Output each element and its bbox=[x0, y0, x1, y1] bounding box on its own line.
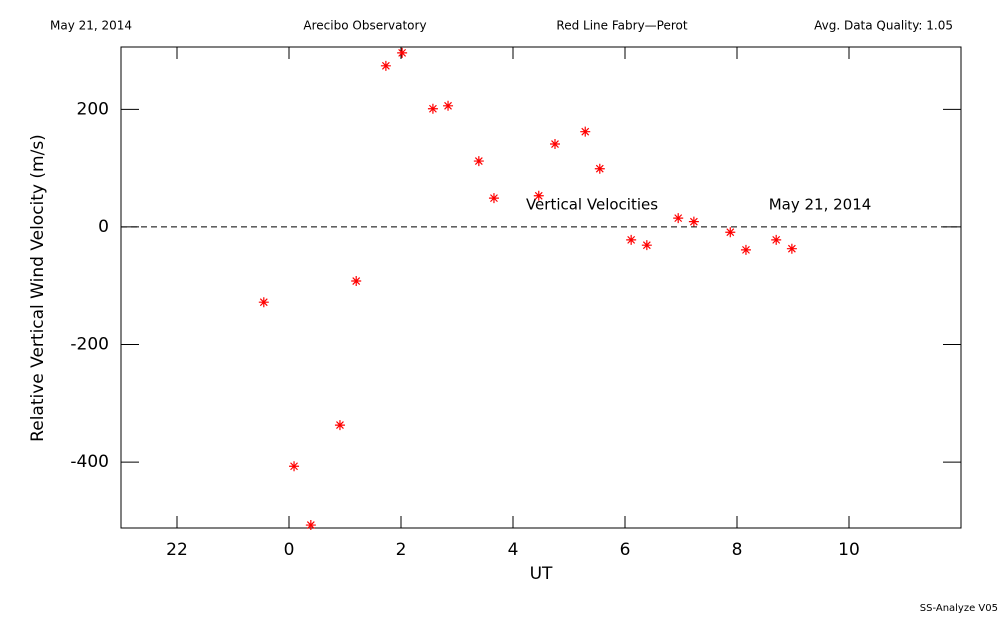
header-instrument: Red Line Fabry—Perot bbox=[556, 19, 687, 33]
data-point bbox=[488, 193, 499, 204]
data-point bbox=[725, 227, 736, 238]
data-point bbox=[740, 244, 751, 255]
data-point bbox=[688, 216, 699, 227]
data-point bbox=[443, 100, 454, 111]
data-point bbox=[641, 240, 652, 251]
y-tick-label: 0 bbox=[98, 217, 109, 237]
data-point bbox=[289, 461, 300, 472]
data-point bbox=[305, 520, 316, 531]
data-point bbox=[533, 190, 544, 201]
x-tick-label: 0 bbox=[284, 540, 295, 560]
header-site: Arecibo Observatory bbox=[303, 19, 426, 33]
data-point bbox=[473, 156, 484, 167]
plot-frame bbox=[120, 46, 962, 529]
y-tick-label: -400 bbox=[70, 452, 109, 472]
header-quality: Avg. Data Quality: 1.05 bbox=[814, 19, 953, 33]
data-point bbox=[397, 47, 408, 58]
y-tick-label: -200 bbox=[70, 335, 109, 355]
footer: SS-Analyze V05 bbox=[920, 603, 998, 614]
data-point bbox=[334, 420, 345, 431]
data-point bbox=[351, 276, 362, 287]
annotation: May 21, 2014 bbox=[769, 196, 872, 214]
y-axis-label: Relative Vertical Wind Velocity (m/s) bbox=[28, 134, 48, 442]
header-date: May 21, 2014 bbox=[50, 19, 132, 33]
x-tick-label: 4 bbox=[508, 540, 519, 560]
data-point bbox=[427, 103, 438, 114]
data-point bbox=[594, 163, 605, 174]
data-point bbox=[626, 234, 637, 245]
data-point bbox=[258, 297, 269, 308]
data-point bbox=[580, 126, 591, 137]
y-tick-label: 200 bbox=[77, 99, 109, 119]
annotation: Vertical Velocities bbox=[526, 196, 658, 214]
x-tick-label: 10 bbox=[838, 540, 860, 560]
x-tick-label: 8 bbox=[732, 540, 743, 560]
data-point bbox=[673, 213, 684, 224]
x-axis-label: UT bbox=[530, 564, 553, 584]
data-point bbox=[771, 234, 782, 245]
x-tick-label: 6 bbox=[620, 540, 631, 560]
data-point bbox=[380, 60, 391, 71]
x-tick-label: 22 bbox=[166, 540, 188, 560]
data-point bbox=[550, 139, 560, 150]
data-point bbox=[786, 243, 797, 254]
x-tick-label: 2 bbox=[396, 540, 407, 560]
